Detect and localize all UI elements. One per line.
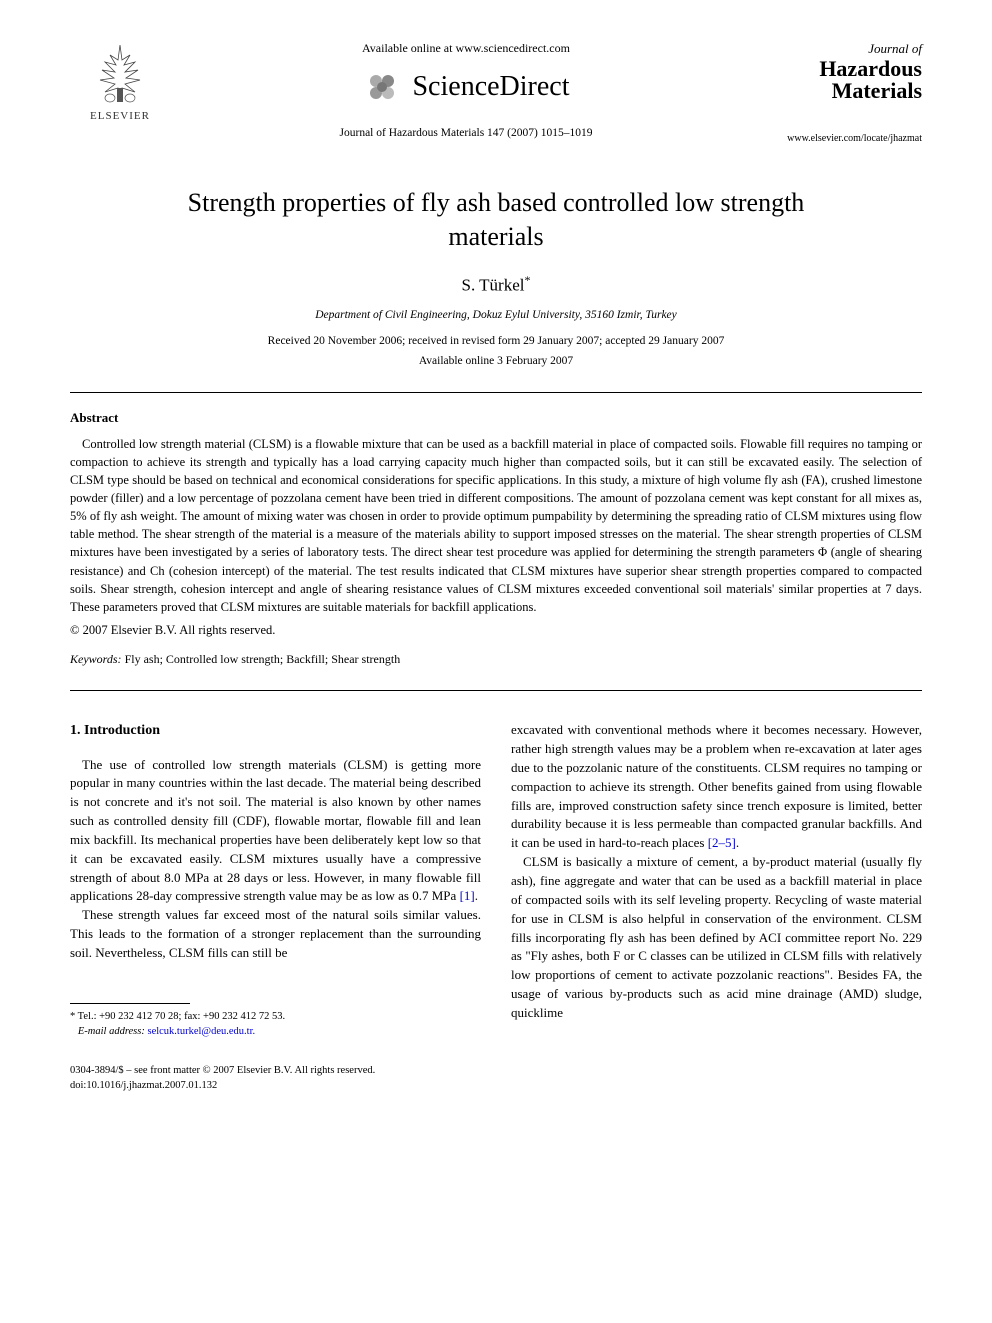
divider-top: [70, 392, 922, 393]
corresponding-mark: *: [524, 273, 530, 287]
journal-hazardous: Hazardous: [762, 58, 922, 80]
footer-doi: doi:10.1016/j.jhazmat.2007.01.132: [70, 1079, 922, 1094]
col2-p1-text: excavated with conventional methods wher…: [511, 722, 922, 850]
sciencedirect-icon: [362, 67, 402, 107]
available-date: Available online 3 February 2007: [70, 353, 922, 369]
keywords-row: Keywords: Fly ash; Controlled low streng…: [70, 651, 922, 668]
author-text: S. Türkel: [462, 275, 525, 294]
email-link[interactable]: selcuk.turkel@deu.edu.tr.: [147, 1026, 255, 1037]
center-header: Available online at www.sciencedirect.co…: [170, 40, 762, 141]
footer-meta: 0304-3894/$ – see front matter © 2007 El…: [70, 1064, 922, 1093]
journal-url: www.elsevier.com/locate/jhazmat: [762, 132, 922, 146]
journal-title-block: Journal of Hazardous Materials www.elsev…: [762, 40, 922, 146]
sciencedirect-text: ScienceDirect: [412, 67, 569, 106]
col2-para-1: excavated with conventional methods wher…: [511, 721, 922, 853]
keywords-label: Keywords:: [70, 652, 122, 666]
header-row: ELSEVIER Available online at www.science…: [70, 40, 922, 146]
elsevier-label: ELSEVIER: [90, 109, 150, 124]
right-column: excavated with conventional methods wher…: [511, 721, 922, 1039]
footer-issn: 0304-3894/$ – see front matter © 2007 El…: [70, 1064, 922, 1079]
elsevier-logo-block: ELSEVIER: [70, 40, 170, 124]
copyright-text: © 2007 Elsevier B.V. All rights reserved…: [70, 622, 922, 640]
reference-link-1[interactable]: [1]: [460, 888, 475, 903]
elsevier-tree-icon: [90, 40, 150, 105]
footnote-email-row: E-mail address: selcuk.turkel@deu.edu.tr…: [70, 1025, 481, 1040]
intro-heading: 1. Introduction: [70, 721, 481, 741]
intro-p1-end: .: [475, 888, 478, 903]
abstract-heading: Abstract: [70, 409, 922, 427]
col2-para-2: CLSM is basically a mixture of cement, a…: [511, 853, 922, 1023]
sciencedirect-row: ScienceDirect: [190, 67, 742, 107]
journal-reference: Journal of Hazardous Materials 147 (2007…: [190, 125, 742, 141]
received-dates: Received 20 November 2006; received in r…: [70, 333, 922, 349]
affiliation: Department of Civil Engineering, Dokuz E…: [70, 307, 922, 323]
intro-para-1: The use of controlled low strength mater…: [70, 756, 481, 907]
col2-p1-end: .: [736, 835, 739, 850]
keywords-text: Fly ash; Controlled low strength; Backfi…: [125, 652, 401, 666]
divider-bottom: [70, 690, 922, 691]
intro-p1-text: The use of controlled low strength mater…: [70, 757, 481, 904]
left-column: 1. Introduction The use of controlled lo…: [70, 721, 481, 1039]
intro-para-2: These strength values far exceed most of…: [70, 906, 481, 963]
reference-link-2-5[interactable]: [2–5]: [708, 835, 736, 850]
available-online-text: Available online at www.sciencedirect.co…: [190, 40, 742, 57]
abstract-text: Controlled low strength material (CLSM) …: [70, 435, 922, 616]
journal-materials: Materials: [762, 80, 922, 102]
footnote-separator: [70, 1003, 190, 1004]
footnote-contact: * Tel.: +90 232 412 70 28; fax: +90 232 …: [70, 1010, 481, 1025]
two-column-body: 1. Introduction The use of controlled lo…: [70, 721, 922, 1039]
article-title: Strength properties of fly ash based con…: [150, 186, 842, 254]
author-name: S. Türkel*: [70, 272, 922, 297]
email-label: E-mail address:: [78, 1026, 145, 1037]
